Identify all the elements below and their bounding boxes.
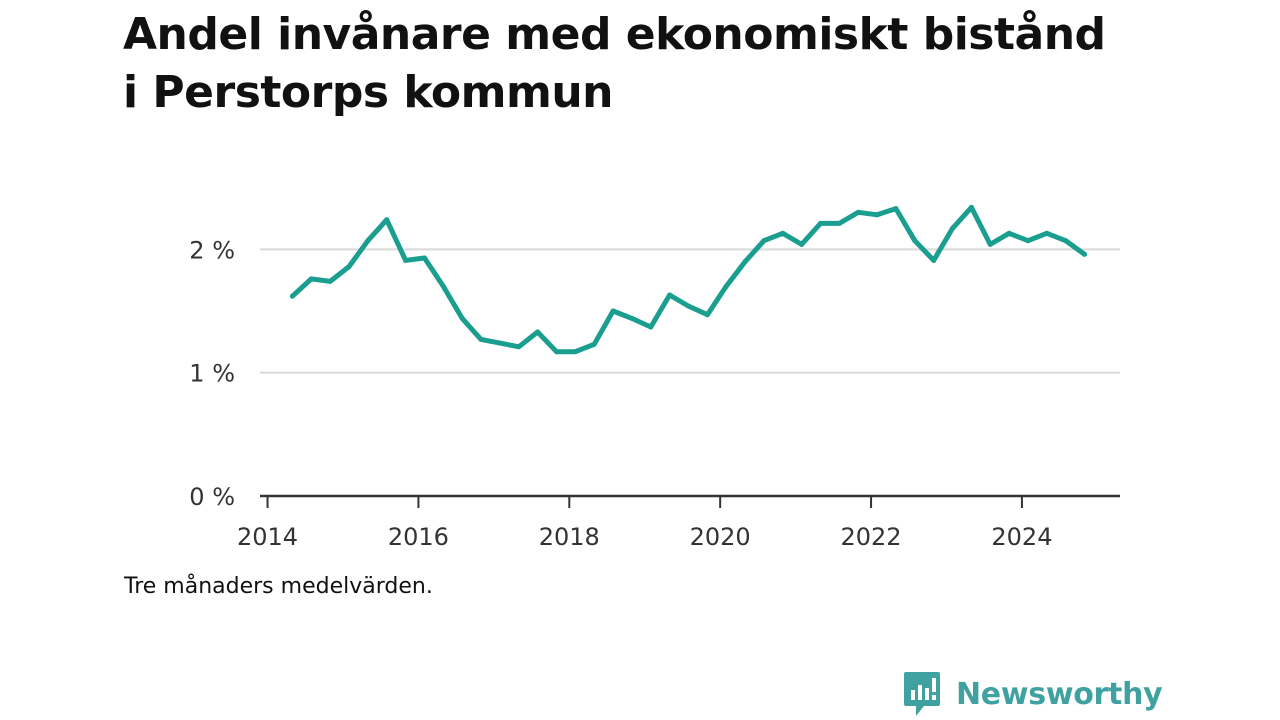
data-point: [761, 238, 767, 244]
brand-name: Newsworthy: [956, 676, 1163, 712]
data-point: [572, 349, 578, 355]
data-point: [836, 220, 842, 226]
newsworthy-logo-icon: [904, 672, 940, 716]
data-point: [950, 225, 956, 231]
data-point: [1082, 251, 1088, 257]
data-point: [1006, 230, 1012, 236]
data-point: [987, 241, 993, 247]
x-tick-label: 2018: [539, 523, 600, 551]
data-point: [365, 238, 371, 244]
data-point: [855, 209, 861, 215]
data-point: [629, 315, 635, 321]
data-point: [780, 230, 786, 236]
data-point: [478, 336, 484, 342]
data-point: [440, 283, 446, 289]
data-point: [648, 324, 654, 330]
data-point: [403, 257, 409, 263]
tick-labels: 0 % 1 % 2 % 2014 2016 2018 2020 2022 2024: [189, 236, 1052, 551]
data-point: [968, 204, 974, 210]
data-point: [893, 206, 899, 212]
series-line: [289, 204, 1087, 355]
data-point: [516, 344, 522, 350]
data-point: [553, 349, 559, 355]
y-tick-label: 0 %: [189, 483, 235, 511]
x-tick-label: 2020: [690, 523, 751, 551]
data-point: [289, 293, 295, 299]
data-point: [818, 220, 824, 226]
data-point: [421, 255, 427, 261]
data-point: [912, 238, 918, 244]
grid-lines: [260, 248, 1120, 374]
data-point: [535, 329, 541, 335]
data-point: [874, 212, 880, 218]
data-point: [704, 312, 710, 318]
y-tick-label: 1 %: [189, 360, 235, 388]
x-axis: [260, 494, 1120, 508]
brand-logo: Newsworthy: [902, 670, 1163, 718]
data-point: [685, 303, 691, 309]
data-point: [308, 276, 314, 282]
data-point: [931, 257, 937, 263]
chart-title: Andel invånare med ekonomiskt bistånd i …: [123, 9, 1106, 118]
x-tick-label: 2022: [841, 523, 902, 551]
data-point: [1025, 238, 1031, 244]
data-point: [327, 278, 333, 284]
x-tick-label: 2024: [991, 523, 1052, 551]
data-point: [723, 283, 729, 289]
data-point: [591, 341, 597, 347]
data-point: [384, 217, 390, 223]
y-tick-label: 2 %: [189, 236, 235, 264]
x-tick-label: 2014: [237, 523, 298, 551]
data-point: [1044, 230, 1050, 236]
data-point: [497, 340, 503, 346]
data-point: [667, 292, 673, 298]
series-layer: [289, 204, 1088, 355]
chart-footnote: Tre månaders medelvärden.: [124, 574, 433, 599]
data-point: [459, 315, 465, 321]
data-point: [799, 241, 805, 247]
x-tick-label: 2016: [388, 523, 449, 551]
data-point: [742, 259, 748, 265]
data-point: [1063, 238, 1069, 244]
data-point: [610, 308, 616, 314]
data-point: [346, 264, 352, 270]
